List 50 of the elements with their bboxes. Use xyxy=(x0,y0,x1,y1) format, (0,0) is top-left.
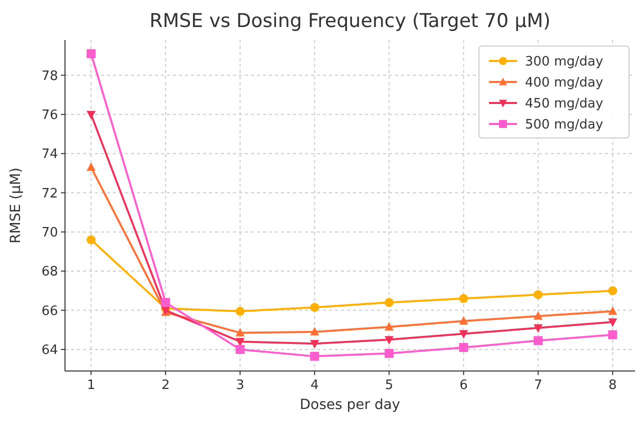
point xyxy=(534,324,543,333)
point xyxy=(86,49,96,58)
y-tick-label: 68 xyxy=(41,264,58,280)
x-tick-label: 7 xyxy=(534,378,542,393)
chart-title: RMSE vs Dosing Frequency (Target 70 µM) xyxy=(150,10,550,32)
y-tick-label: 64 xyxy=(41,342,58,358)
point xyxy=(236,306,245,316)
point xyxy=(534,336,543,346)
point xyxy=(608,330,618,340)
point xyxy=(86,110,96,120)
point xyxy=(459,342,468,352)
point xyxy=(236,328,245,336)
point xyxy=(534,311,543,320)
point xyxy=(459,294,468,304)
point xyxy=(384,322,394,331)
point xyxy=(608,306,618,315)
point xyxy=(384,348,394,358)
point xyxy=(384,298,394,307)
x-tick-label: 6 xyxy=(459,378,468,393)
point xyxy=(86,162,96,171)
legend-label: 300 mg/day xyxy=(525,54,604,70)
x-tick-label: 8 xyxy=(608,378,617,393)
y-tick-label: 74 xyxy=(41,147,58,162)
legend-label: 450 mg/day xyxy=(525,96,604,112)
x-tick-label: 2 xyxy=(161,378,170,393)
point xyxy=(310,352,320,361)
y-tick-label: 72 xyxy=(41,186,58,202)
y-tick-label: 66 xyxy=(41,304,58,319)
y-tick-label: 70 xyxy=(41,225,58,240)
y-axis-title: RMSE (µM) xyxy=(8,168,24,244)
point xyxy=(459,330,468,339)
point xyxy=(608,286,618,296)
point xyxy=(310,326,320,336)
x-tick-label: 3 xyxy=(236,378,244,393)
y-tick-label: 78 xyxy=(41,68,58,84)
x-tick-label: 5 xyxy=(384,378,394,393)
point xyxy=(608,318,618,327)
point xyxy=(534,290,543,300)
x-tick-label: 4 xyxy=(310,378,319,393)
point xyxy=(236,344,245,354)
point xyxy=(310,340,320,349)
point xyxy=(86,235,96,244)
point xyxy=(459,316,468,325)
legend-label: 500 mg/day xyxy=(525,118,604,132)
y-tick-label: 76 xyxy=(41,108,58,123)
legend-label: 400 mg/day xyxy=(525,76,604,90)
point xyxy=(384,336,394,345)
x-tick-label: 1 xyxy=(86,378,96,393)
x-axis-title: Doses per day xyxy=(300,397,400,413)
point xyxy=(310,302,320,312)
